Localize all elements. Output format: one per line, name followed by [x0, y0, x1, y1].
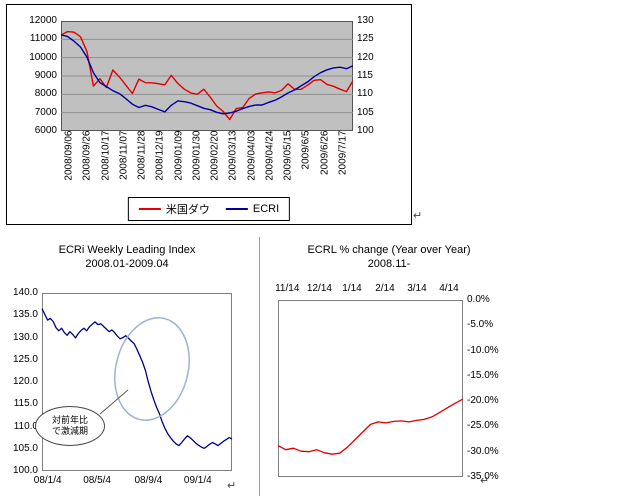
- x-axis-label: 2009/01/09: [173, 131, 186, 193]
- x-axis-label: 2009/04/24: [264, 131, 277, 193]
- wli-plot: [2, 238, 258, 496]
- y-axis-label: 115.0: [6, 398, 38, 410]
- return-mark: ↵: [480, 476, 489, 487]
- x-axis-label: 2008/12/19: [155, 131, 168, 193]
- page: 12000 11000 10000 9000 8000 7000 6000 130 125 12…: [0, 0, 640, 496]
- x-axis-label: 2009/6/5: [301, 131, 314, 193]
- y-axis-label-left: 10000: [19, 52, 57, 64]
- y-axis-label: 130.0: [6, 332, 38, 344]
- x-axis-label: 4/14: [432, 283, 466, 295]
- ecri-line-swatch: [226, 208, 248, 210]
- y-axis-label-right: 105: [357, 107, 387, 119]
- y-axis-label: 110.0: [6, 421, 38, 433]
- x-axis-label: 2009/05/15: [283, 131, 296, 193]
- legend-label-dow: 米国ダウ: [166, 201, 210, 217]
- x-axis-label: 08/5/4: [77, 475, 117, 487]
- callout-text-line2: で激減期: [52, 426, 88, 437]
- x-axis-label: 3/14: [400, 283, 434, 295]
- x-axis-label: 09/1/4: [178, 475, 218, 487]
- y-axis-label: -20.0%: [467, 395, 513, 407]
- y-axis-label: 105.0: [6, 443, 38, 455]
- legend-label-ecri: ECRI: [253, 203, 279, 215]
- y-axis-label: -10.0%: [467, 345, 513, 357]
- x-axis-label: 11/14: [270, 283, 304, 295]
- y-axis-label-right: 110: [357, 88, 387, 100]
- x-axis-label: 08/1/4: [28, 475, 68, 487]
- x-axis-label: 1/14: [335, 283, 369, 295]
- y-axis-label-right: 125: [357, 33, 387, 45]
- y-axis-label: 135.0: [6, 309, 38, 321]
- y-axis-label: -25.0%: [467, 420, 513, 432]
- x-axis-label: 2008/10/17: [100, 131, 113, 193]
- y-axis-label: -30.0%: [467, 446, 513, 458]
- x-axis-label: 2008/09/26: [82, 131, 95, 193]
- y-axis-label: 0.0%: [467, 294, 513, 306]
- x-axis-label: 2008/09/06: [64, 131, 77, 193]
- x-axis-label: 2009/7/17: [337, 131, 350, 193]
- y-axis-label-left: 11000: [19, 33, 57, 45]
- y-axis-label-right: 100: [357, 125, 387, 137]
- return-mark: ↵: [413, 211, 422, 222]
- y-axis-label-left: 6000: [19, 125, 57, 137]
- x-axis-label: 12/14: [302, 283, 336, 295]
- y-axis-label-right: 115: [357, 70, 387, 82]
- y-axis-label-right: 120: [357, 52, 387, 64]
- return-mark: ↵: [227, 481, 236, 492]
- x-axis-label: 2009/03/13: [228, 131, 241, 193]
- callout-annotation: 対前年比 で激減期: [35, 406, 105, 446]
- y-axis-label: 140.0: [6, 287, 38, 299]
- y-axis-label-right: 130: [357, 15, 387, 27]
- y-axis-label-left: 12000: [19, 15, 57, 27]
- x-axis-label: 2009/04/03: [246, 131, 259, 193]
- x-axis-label: 2008/11/07: [118, 131, 131, 193]
- x-axis-label: 2009/02/20: [210, 131, 223, 193]
- y-axis-label: -35.0%: [467, 471, 513, 483]
- legend: 米国ダウ ECRI: [128, 197, 290, 221]
- legend-item-ecri: ECRI: [226, 203, 279, 215]
- legend-item-dow: 米国ダウ: [139, 201, 210, 217]
- y-axis-label-left: 9000: [19, 70, 57, 82]
- y-axis-label-left: 7000: [19, 107, 57, 119]
- dow-line-swatch: [139, 208, 161, 210]
- wli-chart: ECRi Weekly Leading Index 2008.01-2009.0…: [2, 238, 258, 496]
- plot-area: [279, 301, 463, 477]
- y-axis-label: 125.0: [6, 354, 38, 366]
- y-axis-label-left: 8000: [19, 88, 57, 100]
- x-axis-label: 2/14: [368, 283, 402, 295]
- x-axis-label: 08/9/4: [128, 475, 168, 487]
- y-axis-label: -5.0%: [467, 319, 513, 331]
- x-axis-label: 2009/01/30: [191, 131, 204, 193]
- y-axis-label: -15.0%: [467, 370, 513, 382]
- callout-text-line1: 対前年比: [52, 415, 88, 426]
- y-axis-label: 120.0: [6, 376, 38, 388]
- x-axis-label: 2009/6/26: [319, 131, 332, 193]
- x-axis-label: 2008/11/28: [137, 131, 150, 193]
- dow-ecri-plot: [61, 21, 353, 131]
- dow-ecri-chart-frame: 12000 11000 10000 9000 8000 7000 6000 130 125 12…: [6, 4, 412, 225]
- yoy-chart: ECRL % change (Year over Year) 2008.11- …: [260, 238, 516, 496]
